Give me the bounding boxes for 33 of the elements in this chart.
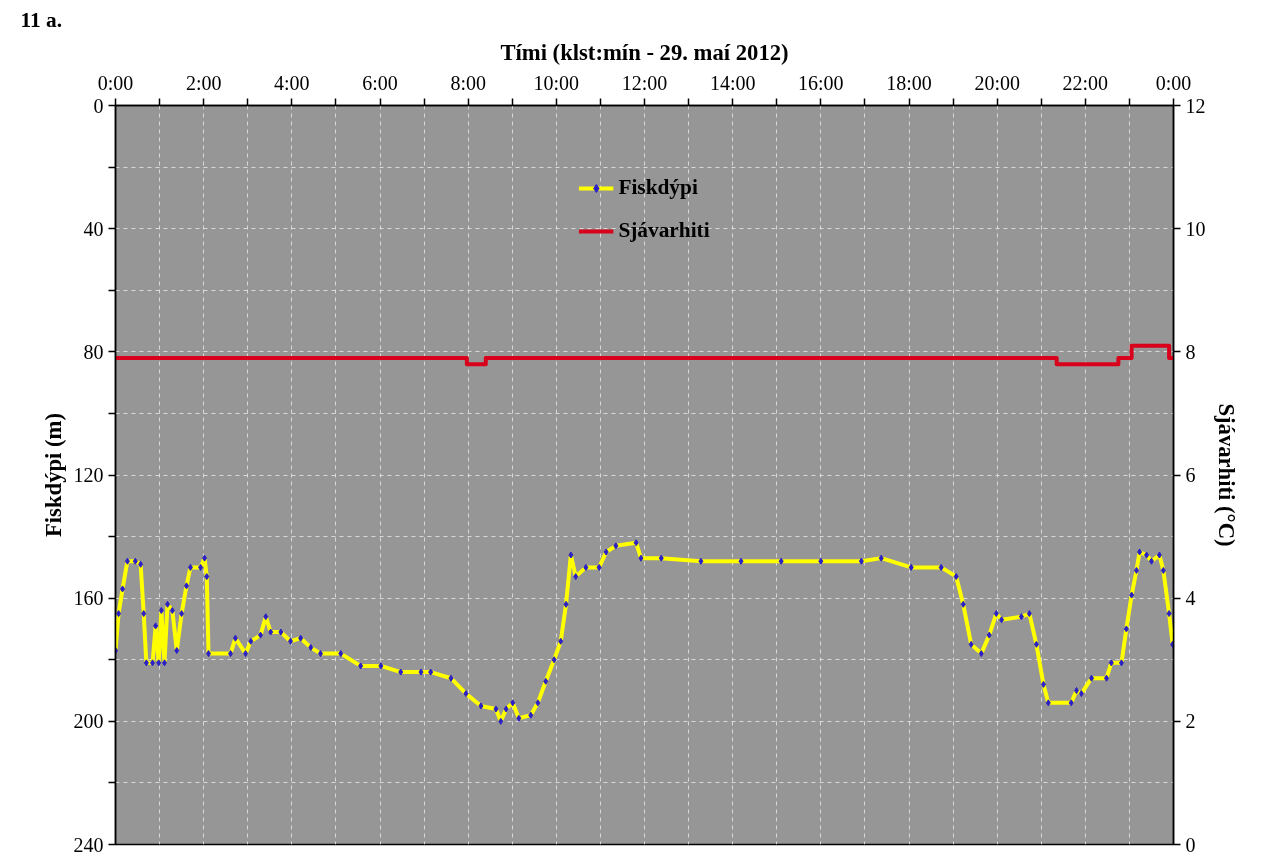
- x-tick-label: 6:00: [362, 71, 398, 94]
- y2-tick-label: 10: [1185, 217, 1206, 240]
- y2-tick-label: 6: [1185, 464, 1196, 486]
- y-axis-title: Fiskdýpi (m): [40, 412, 66, 537]
- y-tick-label: 80: [83, 340, 104, 363]
- x-tick-label: 0:00: [1155, 71, 1192, 94]
- x-tick-label: 22:00: [1062, 71, 1109, 94]
- y-tick-label: 240: [73, 833, 104, 854]
- y2-tick-label: 4: [1185, 587, 1196, 610]
- y2-axis-title: Sjávarhiti (°C): [1213, 403, 1239, 547]
- x-tick-label: 18:00: [886, 71, 932, 94]
- x-tick-label: 16:00: [798, 71, 844, 94]
- y-tick-label: 120: [73, 464, 104, 486]
- y2-tick-label: 2: [1185, 710, 1196, 733]
- x-tick-label: 12:00: [621, 71, 668, 94]
- y-tick-label: 200: [73, 710, 104, 733]
- y-tick-label: 0: [93, 94, 104, 117]
- x-tick-label: 20:00: [974, 71, 1020, 94]
- x-tick-label: 10:00: [533, 71, 580, 94]
- y2-tick-label: 0: [1185, 833, 1196, 854]
- y2-tick-label: 12: [1185, 94, 1206, 117]
- legend-label: Sjávarhiti: [618, 218, 710, 243]
- x-axis-title: Tími (klst:mín - 29. maí 2012): [500, 39, 789, 65]
- x-tick-label: 4:00: [274, 71, 310, 94]
- x-tick-label: 8:00: [450, 71, 486, 94]
- y-tick-label: 40: [83, 217, 104, 240]
- x-tick-label: 14:00: [709, 71, 756, 94]
- y2-tick-label: 8: [1185, 340, 1196, 363]
- legend-label: Fiskdýpi: [618, 175, 698, 200]
- x-tick-label: 2:00: [185, 71, 222, 94]
- text: 11 a.: [20, 7, 62, 32]
- y-tick-label: 160: [73, 587, 104, 610]
- x-tick-label: 0:00: [97, 71, 134, 94]
